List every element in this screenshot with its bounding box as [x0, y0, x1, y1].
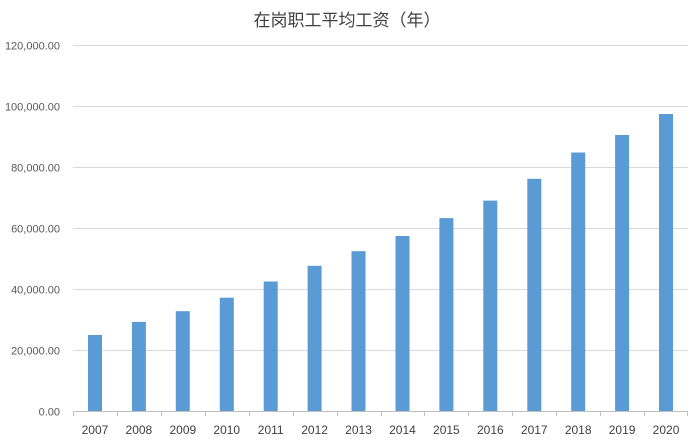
bar-2010 — [219, 297, 234, 411]
bar-2019 — [615, 135, 630, 411]
gridlines — [73, 45, 688, 351]
bar-2016 — [483, 200, 498, 411]
x-tick-label: 2011 — [258, 423, 284, 437]
bar-2014 — [395, 236, 410, 411]
bar-2009 — [175, 311, 190, 411]
x-tick-label: 2010 — [213, 423, 240, 437]
x-tick-label: 2018 — [565, 423, 592, 437]
y-tick-label: 100,000.00 — [5, 102, 60, 114]
y-tick-label: 0.00 — [39, 407, 60, 419]
x-tick-label: 2009 — [169, 423, 196, 437]
x-tick-label: 2007 — [82, 423, 109, 437]
bar-2015 — [439, 218, 454, 411]
bar-2018 — [571, 152, 586, 411]
bar-2011 — [263, 281, 278, 411]
x-tick-label: 2020 — [653, 423, 680, 437]
bar-2008 — [131, 321, 146, 411]
bar-2012 — [307, 265, 322, 411]
x-tick-label: 2016 — [477, 423, 504, 437]
chart-title: 在岗职工平均工资（年） — [253, 11, 441, 31]
bars — [88, 114, 673, 411]
bar-2017 — [527, 178, 542, 411]
x-axis: 2007 2008 2009 2010 2011 2012 2013 2014 2015 2016… — [73, 411, 688, 437]
x-tick-label: 2015 — [433, 423, 460, 437]
y-tick-label: 80,000.00 — [11, 163, 60, 175]
x-tick-label: 2013 — [345, 423, 372, 437]
x-tick-label: 2008 — [126, 423, 153, 437]
bar-2020 — [659, 114, 673, 411]
x-tick-label: 2019 — [609, 423, 636, 437]
y-axis: 0.00 20,000.00 40,000.00 60,000.00 80,000.00… — [5, 41, 60, 419]
y-tick-label: 40,000.00 — [11, 285, 60, 297]
bar-2007 — [88, 335, 102, 411]
x-tick-label: 2014 — [389, 423, 416, 437]
x-tick-label: 2012 — [301, 423, 328, 437]
y-tick-label: 20,000.00 — [11, 346, 60, 358]
y-tick-label: 60,000.00 — [11, 224, 60, 236]
x-tick-label: 2017 — [521, 423, 548, 437]
bar-2013 — [351, 251, 366, 411]
y-tick-label: 120,000.00 — [5, 41, 60, 53]
